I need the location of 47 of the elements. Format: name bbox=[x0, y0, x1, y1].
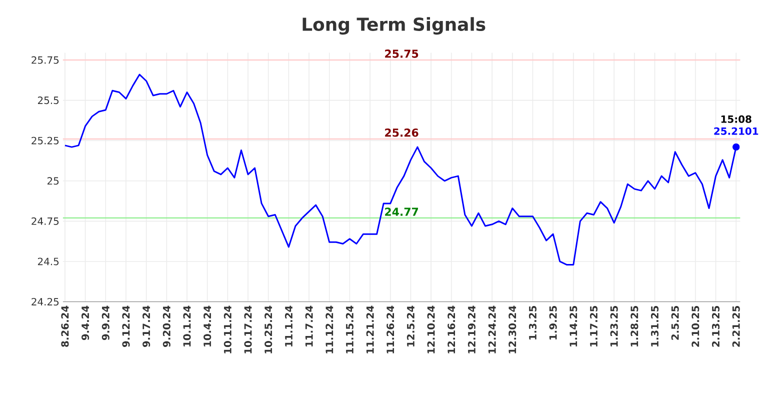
x-tick-label: 9.9.24 bbox=[102, 306, 110, 340]
y-tick-label: 25.25 bbox=[32, 136, 59, 144]
ref-line-label: 25.75 bbox=[385, 49, 418, 58]
ref-line-label: 24.77 bbox=[385, 207, 418, 216]
x-tick-label: 1.17.25 bbox=[590, 306, 598, 346]
x-tick-label: 1.9.25 bbox=[549, 306, 557, 340]
x-tick-label: 1.14.25 bbox=[570, 306, 578, 346]
x-tick-label: 11.7.24 bbox=[305, 306, 313, 346]
x-tick-label: 1.31.25 bbox=[650, 306, 659, 346]
y-tick-label: 25.5 bbox=[38, 96, 59, 104]
x-tick-label: 11.26.24 bbox=[386, 306, 394, 354]
x-tick-label: 2.13.25 bbox=[712, 306, 720, 347]
x-tick-label: 2.10.25 bbox=[692, 306, 700, 347]
x-tick-label: 12.5.24 bbox=[406, 306, 414, 346]
x-tick-label: 1.28.25 bbox=[630, 306, 638, 346]
y-tick-label: 24.25 bbox=[32, 298, 59, 306]
x-tick-label: 12.16.24 bbox=[448, 306, 456, 354]
x-tick-label: 10.25.24 bbox=[264, 306, 272, 354]
x-tick-label: 12.24.24 bbox=[488, 306, 496, 354]
x-tick-label: 11.1.24 bbox=[284, 306, 292, 346]
annotation: 25.2101 bbox=[714, 127, 758, 135]
x-tick-label: 2.21.25 bbox=[732, 306, 740, 347]
x-tick-label: 12.10.24 bbox=[427, 306, 435, 354]
x-tick-label: 10.4.24 bbox=[204, 306, 212, 346]
x-tick-label: 9.20.24 bbox=[162, 306, 170, 347]
x-tick-label: 10.11.24 bbox=[224, 306, 232, 354]
ref-line-label: 25.26 bbox=[385, 128, 418, 137]
x-tick-label: 1.23.25 bbox=[610, 306, 618, 346]
y-tick-label: 24.5 bbox=[38, 258, 59, 266]
chart-title: Long Term Signals bbox=[302, 16, 486, 34]
x-tick-label: 10.17.24 bbox=[244, 306, 252, 354]
y-tick-label: 24.75 bbox=[32, 217, 59, 225]
x-tick-label: 8.26.24 bbox=[61, 306, 69, 347]
x-tick-label: 1.3.25 bbox=[528, 306, 536, 340]
x-tick-label: 12.19.24 bbox=[468, 306, 476, 354]
x-tick-label: 11.21.24 bbox=[366, 306, 374, 354]
x-tick-label: 2.5.25 bbox=[671, 306, 679, 340]
x-tick-label: 11.15.24 bbox=[346, 306, 354, 354]
x-tick-label: 12.30.24 bbox=[508, 306, 516, 354]
y-tick-label: 25 bbox=[47, 176, 59, 184]
x-tick-label: 9.12.24 bbox=[122, 306, 130, 347]
x-tick-label: 10.1.24 bbox=[183, 306, 191, 346]
x-tick-label: 11.12.24 bbox=[326, 306, 334, 354]
x-tick-label: 9.4.24 bbox=[82, 306, 90, 340]
y-tick-label: 25.75 bbox=[32, 56, 59, 64]
x-tick-label: 9.17.24 bbox=[142, 306, 150, 347]
annotation: 15:08 bbox=[721, 115, 752, 123]
